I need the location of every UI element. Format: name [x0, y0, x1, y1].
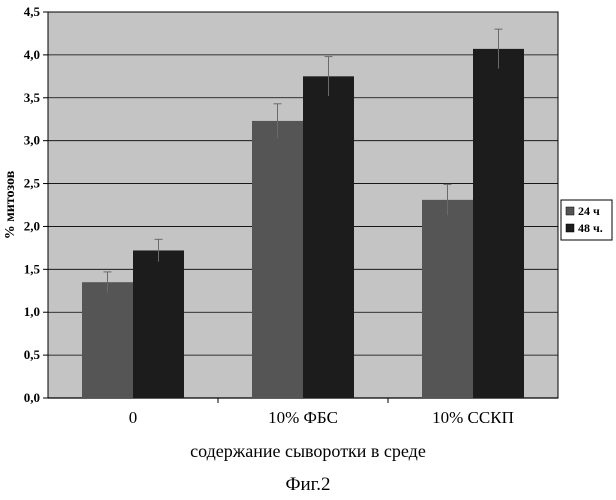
y-tick-label: 0,0 — [24, 390, 40, 405]
y-tick-label: 2,0 — [24, 218, 40, 233]
bar-48h — [473, 49, 524, 398]
y-tick-label: 0,5 — [24, 347, 41, 362]
y-tick-label: 3,5 — [24, 90, 41, 105]
legend-label: 48 ч. — [578, 221, 603, 235]
legend-label: 24 ч — [578, 204, 600, 218]
y-tick-label: 4,5 — [24, 4, 41, 19]
legend-swatch — [566, 224, 574, 232]
y-tick-label: 3,0 — [24, 133, 40, 148]
bar-48h — [303, 76, 354, 398]
x-category-label: 0 — [129, 408, 138, 427]
y-tick-label: 1,0 — [24, 304, 40, 319]
bar-48h — [133, 250, 184, 398]
bar-24h — [82, 282, 133, 398]
legend: 24 ч 48 ч. — [561, 200, 612, 240]
x-axis-category-labels: 0 10% ФБС 10% ССКП — [129, 398, 514, 427]
legend-swatch — [566, 207, 574, 215]
y-axis-title: % митозов — [3, 170, 18, 239]
bar-24h — [252, 121, 303, 398]
y-tick-label: 1,5 — [24, 261, 41, 276]
x-axis-title: содержание сыворотки в среде — [0, 441, 616, 462]
y-tick-label: 2,5 — [24, 176, 41, 191]
x-category-label: 10% ССКП — [432, 408, 514, 427]
y-tick-label: 4,0 — [24, 47, 40, 62]
bar-24h — [422, 200, 473, 398]
x-category-label: 10% ФБС — [268, 408, 338, 427]
figure-caption: Фиг.2 — [0, 474, 616, 496]
